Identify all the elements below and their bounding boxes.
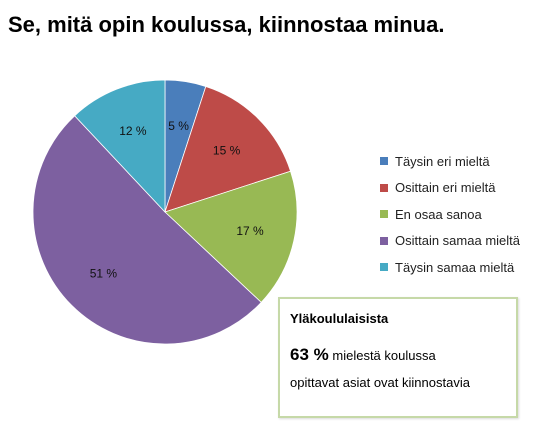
data-label: 5 % [168, 119, 189, 133]
pie-slice [74, 79, 166, 214]
legend-item: Täysin samaa mieltä [380, 254, 520, 281]
info-text: mielestä koulussa [332, 348, 436, 363]
chart-title: Se, mitä opin koulussa, kiinnostaa minua… [8, 12, 445, 37]
legend-swatch [380, 183, 388, 192]
pie-slice [164, 85, 292, 213]
legend-label: Osittain eri mieltä [395, 180, 496, 196]
info-heading: Yläkoululaisista [290, 311, 389, 326]
legend-swatch [380, 236, 388, 245]
pie-slice [164, 170, 298, 303]
data-label: 51 % [90, 267, 118, 281]
legend-item: En osaa sanoa [380, 201, 520, 228]
legend-swatch [380, 210, 388, 219]
pie-slice [32, 115, 262, 345]
legend-item: Täysin eri mieltä [380, 148, 520, 175]
legend-label: Osittain samaa mieltä [395, 233, 520, 249]
data-label: 17 % [236, 224, 264, 238]
chart-legend: Täysin eri mieltä Osittain eri mieltä En… [380, 148, 520, 281]
legend-label: Täysin samaa mieltä [395, 259, 515, 275]
data-label: 15 % [213, 143, 241, 157]
legend-label: En osaa sanoa [395, 206, 482, 222]
legend-item: Osittain eri mieltä [380, 175, 520, 202]
legend-swatch [380, 263, 388, 272]
data-label: 12 % [119, 124, 147, 138]
legend-swatch [380, 157, 388, 166]
legend-item: Osittain samaa mieltä [380, 228, 520, 255]
info-box: Yläkoululaisista 63 % mielestä koulussa … [278, 297, 518, 418]
info-percent: 63 % [290, 345, 329, 364]
legend-label: Täysin eri mieltä [395, 153, 490, 169]
info-text-2: opittavat asiat ovat kiinnostavia [290, 375, 470, 390]
info-line: 63 % mielestä koulussa [290, 345, 436, 365]
